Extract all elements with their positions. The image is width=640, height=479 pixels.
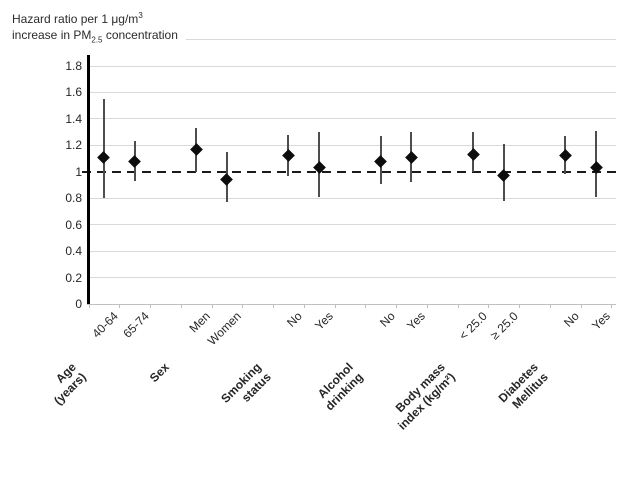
x-axis-tick [488,304,490,308]
y-axis [87,55,90,304]
x-axis [87,303,616,305]
gridline [88,197,616,199]
chart-title: Hazard ratio per 1 μg/m3 increase in PM2… [12,6,186,51]
chart-title-line2: increase in PM2.5 concentration [12,28,178,45]
gridline [88,224,616,226]
y-axis-tick-label: 0.6 [65,217,82,232]
x-axis-tick [119,304,121,308]
gridline [88,277,616,279]
x-axis-tick [150,304,152,308]
x-axis-tick [426,304,428,308]
y-axis-tick-label: 0 [75,297,82,311]
gridline [88,118,616,120]
x-axis-tick [519,304,521,308]
diamond-marker [374,154,388,168]
diamond-marker [128,154,141,168]
x-axis-tick [334,304,336,308]
diamond-marker [97,150,111,164]
y-axis-tick-label: 1.4 [65,111,82,126]
y-axis-tick-label: 1.2 [65,138,82,153]
gridline [88,91,616,93]
y-axis-tick-label: 1 [75,164,82,179]
diamond-marker [282,149,295,163]
y-axis-tick-label: 1.6 [65,85,82,100]
diamond-marker [405,150,418,164]
x-axis-tick [457,304,459,308]
x-axis-tick [211,304,213,308]
diamond-marker [558,149,572,163]
diamond-marker [466,148,480,161]
diamond-marker [220,173,234,187]
chart-title-line1: Hazard ratio per 1 μg/m3 [12,11,143,26]
x-axis-tick [88,304,90,308]
x-axis-tick [611,304,613,308]
gridline [88,144,616,146]
x-axis-tick [303,304,305,308]
x-axis-tick [242,304,244,308]
x-axis-tick [365,304,367,308]
reference-line-hr-1 [82,170,617,173]
superscript-3: 3 [138,11,143,20]
gridline [88,39,616,41]
y-axis-tick-label: 0.2 [65,270,82,285]
gridline [88,250,616,252]
x-axis-tick [180,304,182,308]
y-axis-tick-label: 0.4 [65,244,82,259]
x-axis-tick [549,304,551,308]
x-axis-tick [396,304,398,308]
y-axis-tick-label: 0.8 [65,191,82,206]
subscript-2-5: 2.5 [91,35,103,45]
x-axis-tick [580,304,582,308]
y-axis-tick-label: 1.8 [65,59,82,74]
x-axis-tick [273,304,275,308]
error-bar [102,99,105,199]
gridline [88,65,616,67]
